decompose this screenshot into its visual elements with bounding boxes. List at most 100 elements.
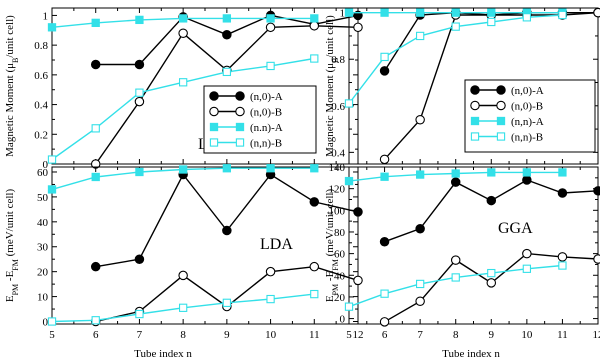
y-tick-label: 10	[37, 292, 49, 304]
data-point	[415, 8, 425, 17]
data-point	[344, 176, 354, 186]
x-tick-label: 5	[49, 329, 55, 341]
data-point	[134, 59, 145, 70]
data-point	[558, 10, 567, 20]
data-point	[266, 294, 275, 304]
legend-marker	[209, 138, 219, 147]
data-point	[178, 14, 188, 23]
y-tick-label: 0.6	[331, 101, 345, 113]
data-point	[415, 223, 425, 234]
y-tick-label: 50	[37, 192, 49, 204]
legend-marker	[496, 100, 506, 111]
y-tick-label: 1	[43, 10, 49, 22]
series-line	[95, 173, 359, 268]
data-point	[265, 266, 276, 277]
data-point	[344, 8, 354, 17]
x-tick-label: 12	[593, 329, 600, 341]
y-axis-title: EPM -EFM (meV/unit cell)	[4, 189, 20, 303]
data-point	[266, 61, 275, 71]
y-tick-label: 140	[329, 162, 346, 174]
series-0	[379, 175, 600, 247]
series-2	[47, 164, 319, 194]
data-point	[415, 170, 425, 179]
x-tick-label: 6	[93, 329, 99, 341]
data-point	[557, 252, 568, 262]
legend-marker	[470, 85, 480, 95]
data-point	[522, 264, 532, 273]
data-point	[309, 21, 320, 31]
legend-label: (n,0)-B	[511, 101, 543, 113]
data-point	[353, 207, 363, 217]
data-point	[222, 225, 232, 236]
x-tick-label: 11	[309, 329, 320, 341]
y-tick-label: 0.6	[34, 70, 48, 82]
legend-box	[464, 79, 596, 153]
series-0	[90, 169, 363, 272]
legend-entry: (n,0)-B	[209, 106, 282, 119]
data-point	[90, 59, 101, 70]
legend-marker	[209, 106, 219, 117]
series-2	[344, 168, 567, 186]
y-tick-label: 40	[334, 270, 346, 282]
x-tick-label: 5	[346, 329, 352, 341]
data-point	[379, 66, 390, 76]
data-point	[451, 22, 460, 31]
series-3	[47, 54, 319, 164]
data-point	[415, 115, 425, 125]
data-point	[222, 29, 232, 40]
data-point	[486, 278, 497, 288]
legend-marker	[235, 106, 245, 117]
y-axis-title: Magnetic Moment (μB/unit cell)	[324, 15, 340, 157]
data-point	[135, 88, 144, 97]
data-point	[222, 164, 232, 173]
legend-entry: (n,n)-B	[470, 132, 543, 144]
legend-label: (n,0)-A	[511, 85, 544, 97]
x-tick-label: 8	[453, 329, 459, 341]
data-point	[91, 172, 100, 182]
data-point	[344, 302, 354, 311]
x-tick-label: 10	[521, 329, 533, 341]
data-point	[487, 8, 496, 17]
legend-marker	[496, 132, 506, 141]
y-axis-title: Magnetic Moment (μB/unit cell)	[4, 15, 20, 157]
data-point	[522, 175, 532, 185]
data-point	[266, 164, 275, 173]
data-point	[557, 188, 568, 198]
y-tick-label: 100	[329, 205, 346, 217]
data-point	[415, 279, 425, 289]
data-point	[178, 303, 188, 312]
data-point	[309, 261, 320, 272]
data-point	[309, 197, 320, 207]
x-tick-label: 7	[417, 329, 423, 341]
legend-marker	[496, 85, 506, 95]
data-point	[451, 273, 460, 282]
data-point	[91, 124, 100, 133]
x-tick-label: 9	[489, 329, 495, 341]
data-point	[487, 268, 496, 278]
data-point	[90, 261, 101, 272]
x-tick-label: 11	[557, 329, 568, 341]
y-tick-label: 0	[340, 314, 346, 326]
legend-marker	[235, 91, 245, 101]
legend-label: (n,n)-A	[511, 116, 544, 128]
legend-label: (n,0)-B	[250, 107, 282, 119]
data-point	[134, 254, 145, 264]
data-point	[47, 185, 57, 194]
data-point	[310, 54, 319, 63]
data-point	[178, 270, 188, 281]
data-point	[91, 316, 100, 325]
data-point	[265, 22, 276, 33]
legend-marker	[235, 138, 245, 147]
y-tick-label: 0.2	[34, 129, 48, 141]
data-point	[47, 23, 57, 32]
data-point	[178, 28, 188, 39]
x-axis-title: Tube index n	[442, 348, 500, 360]
series-3	[47, 289, 319, 326]
data-point	[487, 168, 496, 177]
y-tick-label: 0.8	[34, 40, 48, 52]
y-tick-label: 30	[37, 242, 49, 254]
